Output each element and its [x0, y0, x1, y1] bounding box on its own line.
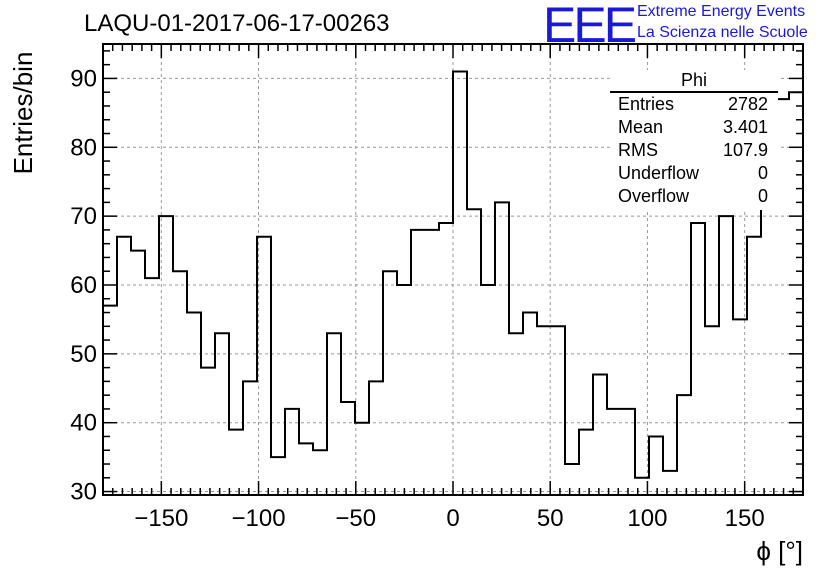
logo-text-line1: Extreme Energy Events [637, 3, 806, 20]
y-axis-label: Entries/bin [8, 52, 38, 175]
x-tick-label: −150 [134, 505, 188, 532]
logo-text-line2: La Scienza nelle Scuole [637, 24, 808, 41]
x-tick-label: −100 [232, 505, 286, 532]
stats-label: Underflow [618, 163, 700, 183]
chart-title: LAQU-01-2017-06-17-00263 [84, 10, 390, 37]
stats-box: Phi Entries 2782 Mean 3.401 RMS 107.9 Un… [610, 70, 778, 210]
x-tick-label: 0 [446, 505, 459, 532]
x-axis-label: ϕ [°] [756, 536, 803, 566]
stats-label: RMS [618, 140, 658, 160]
stats-value: 0 [757, 163, 768, 183]
y-tick-label: 60 [70, 272, 97, 299]
stats-label: Entries [618, 94, 675, 114]
y-tick-label: 40 [70, 410, 97, 437]
x-tick-label: 100 [627, 505, 667, 532]
x-tick-label: −50 [335, 505, 376, 532]
stats-value: 3.401 [722, 117, 768, 137]
y-tick-label: 90 [70, 65, 97, 92]
y-tick-label: 50 [70, 341, 97, 368]
stats-value: 0 [757, 186, 768, 206]
y-tick-labels: 30 40 50 60 70 80 90 [70, 65, 97, 505]
stats-value: 2782 [727, 94, 768, 114]
y-tick-label: 70 [70, 203, 97, 230]
stats-separator [610, 91, 778, 93]
histogram-outline [103, 70, 803, 479]
stats-value: 107.9 [722, 140, 768, 160]
y-tick-label: 80 [70, 134, 97, 161]
eee-logo: EEE [543, 0, 637, 53]
x-tick-label: 50 [537, 505, 564, 532]
stats-label: Overflow [618, 186, 690, 206]
stats-title: Phi [680, 70, 707, 90]
stats-label: Mean [618, 117, 664, 137]
x-tick-labels: −150 −100 −50 0 50 100 150 [134, 505, 764, 532]
axis-ticks [103, 44, 804, 495]
y-tick-label: 30 [70, 479, 97, 506]
x-tick-label: 150 [725, 505, 765, 532]
